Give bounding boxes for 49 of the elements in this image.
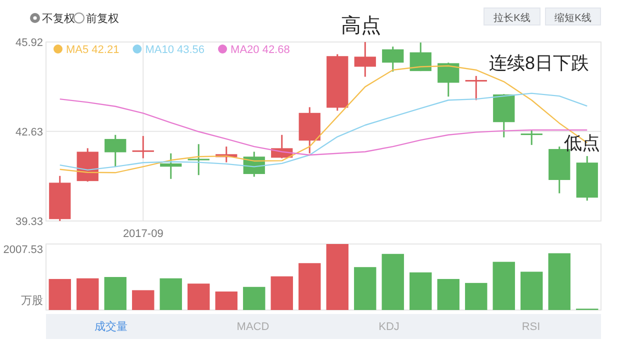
candlestick — [188, 143, 210, 176]
bar — [243, 286, 266, 310]
legend-label: MA20 42.68 — [230, 44, 290, 56]
text: 不复权 — [42, 13, 75, 25]
bar — [326, 244, 348, 310]
bar — [76, 278, 99, 310]
bar — [520, 272, 543, 310]
text: 缩短K线 — [554, 12, 592, 24]
bar — [48, 278, 71, 310]
bar — [188, 284, 210, 310]
bar — [160, 278, 182, 310]
bar — [492, 262, 515, 310]
x-tick-label: 2017-09 — [122, 228, 164, 240]
candlestick — [410, 42, 432, 72]
bar — [270, 276, 293, 310]
text: 前复权 — [86, 13, 119, 25]
candlestick — [520, 129, 542, 146]
bar — [104, 277, 126, 310]
bar — [132, 290, 154, 310]
candlestick — [382, 46, 404, 72]
candlestick — [354, 41, 376, 78]
text: 高点 — [341, 14, 381, 37]
candlestick — [104, 134, 126, 168]
y-tick-label: 45.92 — [15, 37, 43, 49]
bar — [548, 253, 570, 310]
bar — [410, 272, 432, 310]
legend-label: MA5 42.21 — [66, 44, 120, 56]
legend-label: MA10 43.56 — [145, 44, 205, 56]
candlestick — [438, 62, 460, 98]
candlestick — [160, 152, 182, 180]
bar — [465, 282, 488, 310]
bar — [298, 263, 321, 310]
bar — [437, 278, 460, 310]
y-tick-label: 42.63 — [15, 126, 43, 138]
text: RSI — [522, 321, 540, 333]
bar — [382, 254, 404, 310]
annotation: 低点 — [564, 133, 600, 153]
text: MACD — [236, 321, 270, 333]
annotation: 连续8日下跌 — [488, 53, 590, 73]
bar — [354, 267, 376, 310]
y-tick-label: 39.33 — [15, 216, 43, 228]
candlestick — [465, 75, 487, 101]
text: KDJ — [378, 321, 400, 333]
text: 拉长K线 — [494, 12, 530, 24]
text: 万股 — [21, 295, 43, 307]
candlestick — [132, 135, 154, 160]
bar — [215, 292, 238, 310]
text: 2007.53 — [3, 244, 43, 256]
text: 成交量 — [94, 320, 128, 333]
